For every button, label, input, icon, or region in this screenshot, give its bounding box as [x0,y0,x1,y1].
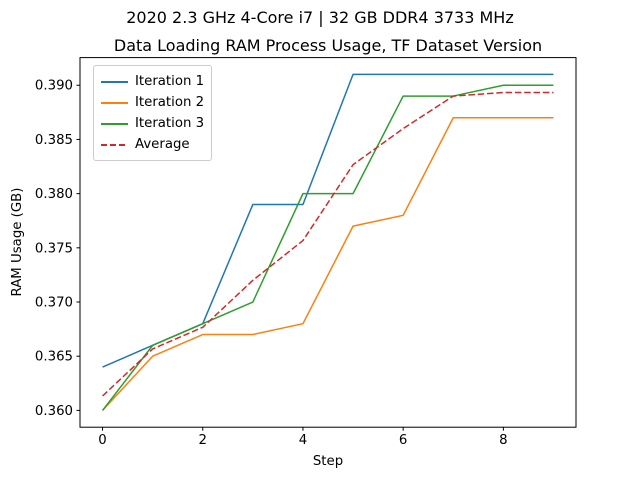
legend-item-iteration-1: Iteration 1 [101,71,211,92]
series-line-iteration-3 [101,84,554,411]
plot-border [79,57,577,428]
legend-item-iteration-2: Iteration 2 [101,92,211,113]
figure-suptitle: 2020 2.3 GHz 4-Core i7 | 32 GB DDR4 3733… [126,8,514,27]
legend-label: Iteration 2 [135,95,205,110]
x-axis-label: Step [312,454,344,469]
y-tick-label: 0.365 [35,350,73,365]
y-tick-label: 0.380 [35,187,73,202]
y-tick-label: 0.360 [35,404,73,419]
y-tick-label: 0.375 [35,241,73,256]
average-line-sample [101,143,128,146]
legend-label: Iteration 1 [135,74,205,89]
y-axis-label: RAM Usage (GB) [10,187,25,297]
iteration-1-line-sample [101,80,128,83]
series-line-average [102,91,554,397]
legend-item-iteration-3: Iteration 3 [101,113,211,134]
y-tick-label: 0.390 [35,79,73,94]
x-tick-label: 6 [399,433,407,448]
x-tick-label: 0 [98,433,106,448]
axes-title: Data Loading RAM Process Usage, TF Datas… [113,36,543,55]
x-tick-label: 4 [299,433,307,448]
y-tick-label: 0.385 [35,133,73,148]
iteration-3-line-sample [101,122,128,125]
x-tick-label: 8 [499,433,507,448]
x-tick-label: 2 [199,433,207,448]
legend-label: Average [135,137,190,152]
legend-item-average: Average [101,134,211,155]
series-line-iteration-2 [101,117,554,411]
y-tick-label: 0.370 [35,296,73,311]
iteration-2-line-sample [101,101,128,104]
legend-label: Iteration 3 [135,116,205,131]
legend: Iteration 1 Iteration 2 Iteration 3 Aver… [93,65,212,161]
